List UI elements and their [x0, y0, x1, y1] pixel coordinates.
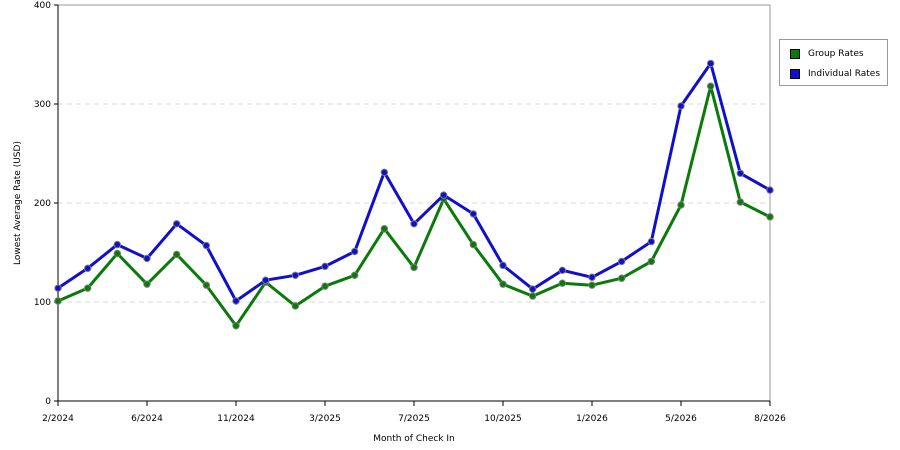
data-point [617, 257, 626, 266]
y-axis-title: Lowest Average Rate (USD) [13, 141, 23, 265]
data-point [232, 322, 240, 330]
y-tick-label: 0 [45, 397, 51, 407]
data-point [143, 280, 151, 288]
data-point [54, 284, 62, 292]
legend-label-individual-rates: Individual Rates [808, 69, 881, 79]
data-point [528, 285, 537, 293]
data-point [588, 273, 596, 281]
data-point [558, 279, 567, 287]
data-point [291, 271, 300, 279]
x-tick-label: 1/2026 [576, 414, 608, 424]
data-point [261, 276, 270, 284]
tick-labels: 0 100 200 300 400 2/2024 6/2024 11/2024 3/2025 7/… [34, 1, 786, 424]
x-tick-label: 3/2025 [309, 414, 341, 424]
data-point [499, 261, 507, 270]
data-point [83, 284, 92, 292]
data-point [410, 263, 418, 272]
data-point [736, 169, 745, 178]
legend-item-individual-rates: Individual Rates [790, 67, 880, 81]
data-point [172, 250, 181, 259]
data-point [439, 191, 448, 199]
data-point [588, 281, 596, 289]
x-tick-label: 11/2024 [217, 414, 255, 424]
data-point [113, 240, 122, 249]
data-point [321, 262, 329, 271]
data-point [766, 213, 774, 221]
grid-lines [58, 103, 770, 303]
axes [54, 4, 771, 406]
data-point [321, 282, 329, 290]
legend-swatch-individual-rates [790, 69, 800, 79]
data-point [617, 274, 626, 282]
legend-swatch-group-rates [790, 49, 800, 59]
data-point [528, 292, 537, 300]
data-point [499, 280, 507, 288]
x-tick-label: 5/2026 [665, 414, 697, 424]
data-point [677, 201, 685, 209]
data-point [410, 220, 418, 228]
legend-item-group-rates: Group Rates [790, 47, 864, 61]
data-point [291, 302, 300, 310]
y-tick-label: 400 [34, 1, 51, 11]
data-point [143, 254, 151, 263]
series-lines [54, 59, 774, 330]
data-point [202, 241, 211, 250]
x-tick-label: 8/2026 [754, 414, 786, 424]
y-tick-label: 300 [34, 100, 51, 110]
data-point [54, 297, 62, 305]
x-axis-title: Month of Check In [373, 434, 455, 444]
x-tick-label: 10/2025 [484, 414, 521, 424]
data-point [202, 281, 211, 289]
data-point [766, 186, 774, 194]
data-point [736, 198, 745, 206]
x-tick-label: 7/2025 [398, 414, 430, 424]
data-point [83, 264, 92, 273]
data-point [677, 102, 685, 110]
data-point [232, 297, 240, 305]
data-point [558, 266, 567, 275]
data-point [647, 237, 656, 246]
data-point [706, 82, 715, 90]
y-tick-label: 100 [34, 298, 51, 308]
data-point [172, 220, 181, 228]
data-point [380, 168, 389, 177]
x-tick-label: 6/2024 [131, 414, 163, 424]
legend-label-group-rates: Group Rates [808, 49, 864, 59]
data-point [647, 257, 656, 266]
data-point [469, 240, 478, 249]
x-tick-label: 2/2024 [42, 414, 74, 424]
data-point [350, 247, 359, 256]
y-tick-label: 200 [34, 199, 51, 209]
data-point [469, 210, 478, 218]
legend: Group Rates Individual Rates [779, 39, 888, 86]
data-point [706, 59, 715, 68]
data-point [380, 225, 389, 233]
data-point [113, 249, 122, 258]
data-point [350, 271, 359, 279]
